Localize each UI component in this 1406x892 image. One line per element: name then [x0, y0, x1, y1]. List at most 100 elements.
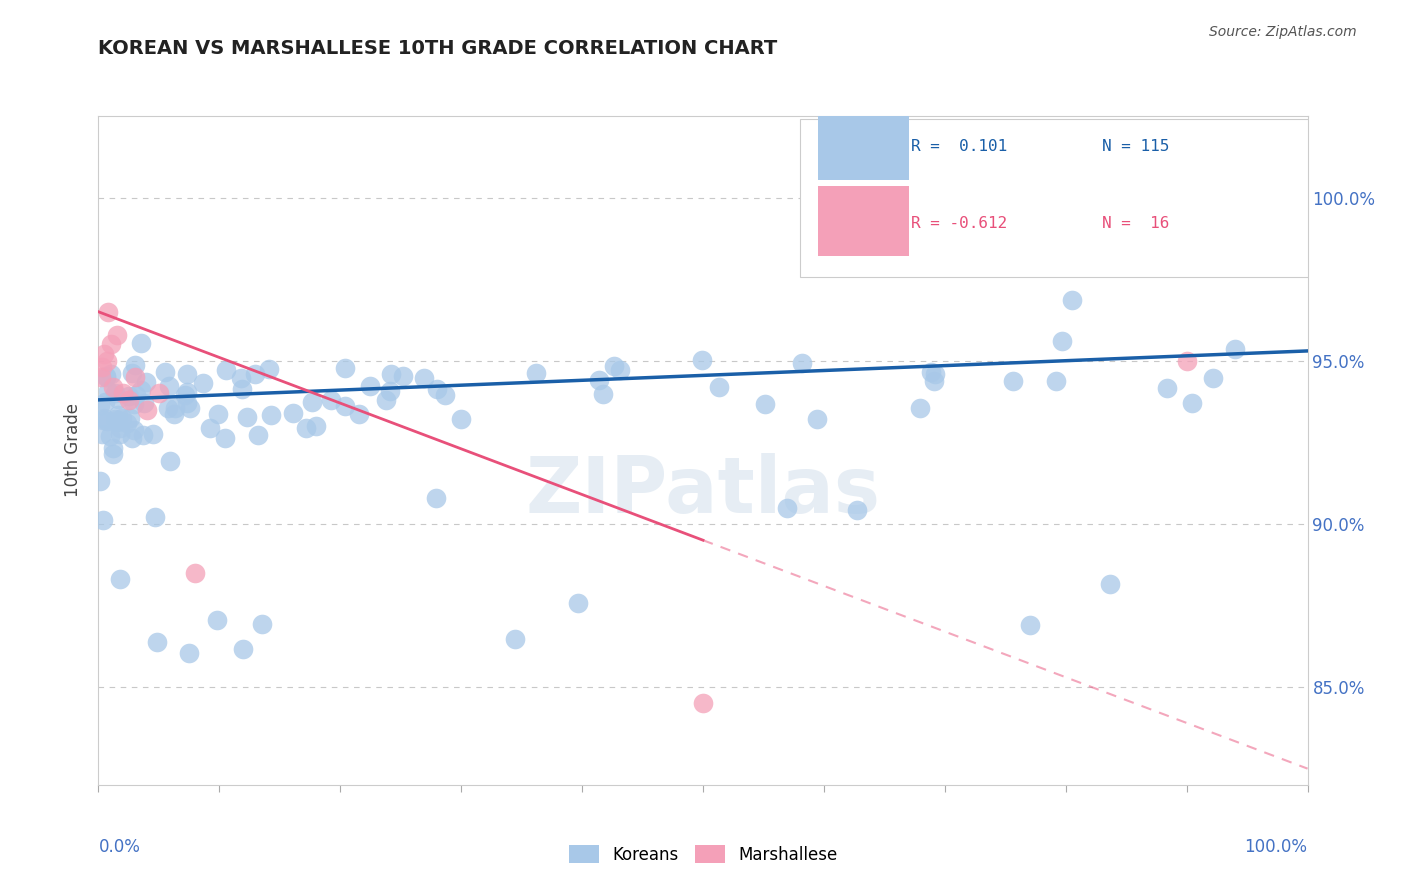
Point [159, 378, 181, 392]
Point [97, 305, 120, 319]
Point [101, 447, 124, 461]
Text: 0.0%: 0.0% [98, 838, 141, 856]
Point [163, 407, 186, 421]
Point [105, 415, 128, 429]
Point [333, 399, 356, 413]
Point [90, 370, 112, 384]
Point [135, 375, 157, 389]
Point [122, 397, 145, 411]
Point [690, 352, 713, 367]
Point [378, 384, 401, 399]
Point [94, 370, 117, 384]
Point [107, 392, 129, 406]
Point [806, 412, 828, 426]
Point [121, 431, 143, 445]
Point [1045, 375, 1067, 389]
Point [129, 336, 152, 351]
Point [118, 392, 141, 407]
Point [236, 409, 259, 424]
Point [426, 382, 449, 396]
Point [107, 413, 129, 427]
Point [910, 401, 932, 415]
Point [1225, 342, 1247, 356]
Point [163, 401, 186, 415]
Point [132, 396, 155, 410]
Point [425, 491, 447, 505]
Point [333, 361, 356, 376]
Point [100, 367, 122, 381]
Point [93, 347, 115, 361]
Point [111, 386, 134, 401]
Y-axis label: 10th Grade: 10th Grade [65, 403, 83, 498]
Point [434, 388, 457, 402]
Point [107, 408, 129, 422]
Point [193, 376, 215, 390]
Point [243, 367, 266, 381]
Point [100, 337, 122, 351]
FancyBboxPatch shape [818, 186, 908, 257]
Point [96, 353, 118, 368]
Point [124, 359, 146, 373]
Point [120, 411, 142, 425]
Point [108, 426, 131, 441]
Point [153, 365, 176, 379]
Point [347, 407, 370, 421]
Point [260, 408, 283, 422]
Point [319, 392, 342, 407]
Point [524, 366, 547, 380]
Point [588, 373, 610, 387]
Point [792, 356, 814, 370]
Point [159, 454, 181, 468]
Point [609, 363, 631, 377]
Point [232, 642, 254, 657]
Point [146, 635, 169, 649]
Point [1050, 334, 1073, 348]
Point [131, 384, 153, 398]
Point [375, 392, 398, 407]
Point [101, 380, 124, 394]
Point [380, 367, 402, 381]
Point [295, 421, 318, 435]
Point [148, 386, 170, 401]
Point [215, 363, 238, 377]
Point [1099, 577, 1122, 591]
Point [250, 616, 273, 631]
Point [1062, 293, 1084, 308]
Point [179, 401, 201, 415]
Point [198, 421, 221, 435]
Point [257, 361, 280, 376]
Point [845, 503, 868, 517]
Point [117, 416, 139, 430]
Point [709, 380, 731, 394]
Point [754, 397, 776, 411]
Point [205, 613, 228, 627]
Point [143, 509, 166, 524]
Text: 100.0%: 100.0% [1244, 838, 1308, 856]
Point [89, 474, 111, 488]
Point [231, 383, 253, 397]
Point [920, 365, 942, 379]
Point [692, 697, 714, 711]
Point [110, 411, 132, 425]
Point [413, 371, 436, 385]
Text: ZIPatlas: ZIPatlas [526, 452, 880, 529]
Point [124, 370, 146, 384]
Point [125, 388, 148, 402]
Point [776, 500, 799, 515]
Point [503, 632, 526, 646]
Point [174, 388, 197, 402]
Point [157, 401, 180, 416]
Point [567, 596, 589, 610]
Point [91, 360, 114, 375]
Point [1181, 396, 1204, 410]
Point [359, 379, 381, 393]
Point [98, 428, 121, 442]
Point [122, 423, 145, 437]
Text: Source: ZipAtlas.com: Source: ZipAtlas.com [1209, 25, 1357, 39]
Point [97, 384, 120, 398]
Point [104, 411, 127, 425]
Point [176, 384, 198, 399]
Point [214, 431, 236, 445]
Point [1018, 618, 1040, 632]
Point [1175, 353, 1198, 368]
